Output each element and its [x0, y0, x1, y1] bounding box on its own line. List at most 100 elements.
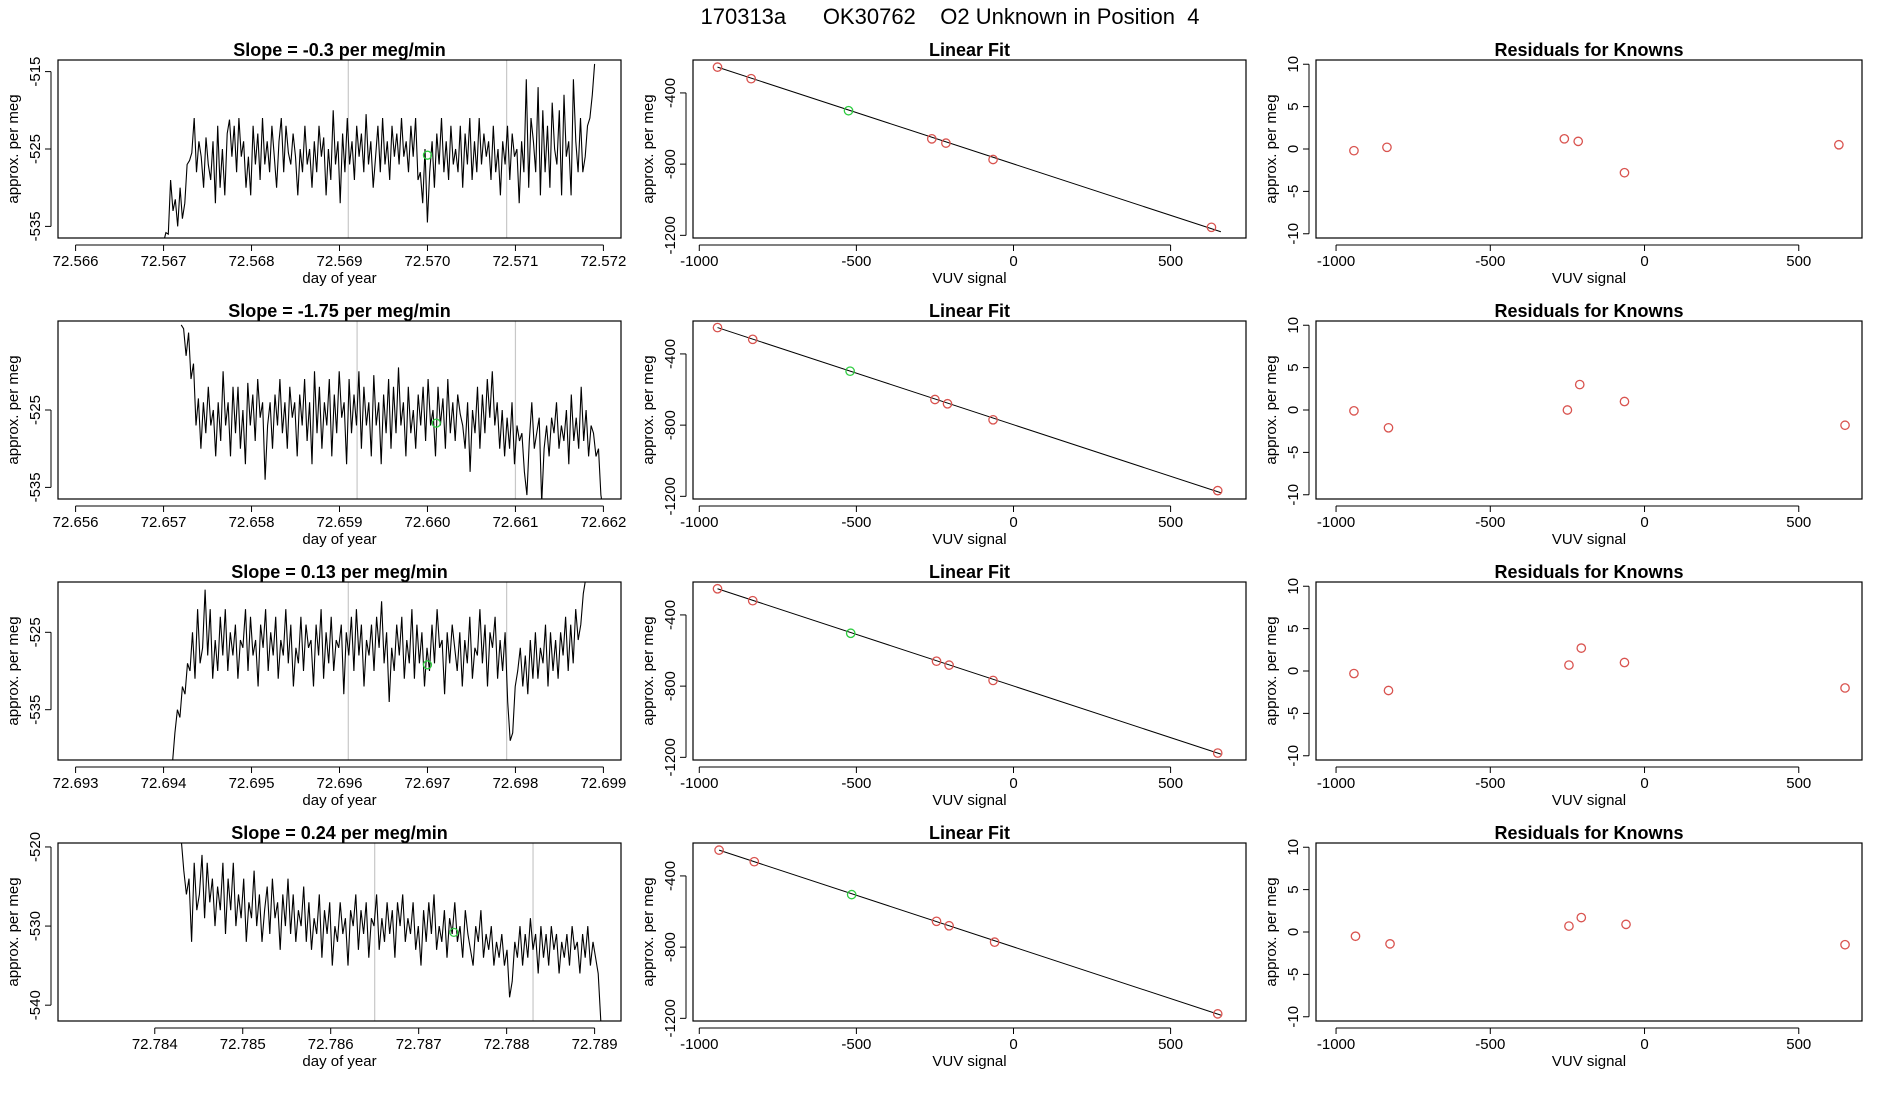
x-tick-label: -1000 — [680, 253, 718, 270]
known-point — [988, 154, 998, 165]
known-point — [714, 845, 724, 855]
y-tick-label: 0 — [1285, 406, 1302, 414]
x-axis-label: VUV signal — [932, 531, 1006, 548]
y-tick-label: -800 — [662, 149, 679, 179]
known-point — [1619, 657, 1630, 668]
x-tick-label: 0 — [1009, 514, 1017, 531]
x-tick-label: 0 — [1640, 775, 1648, 792]
y-tick-label: -400 — [662, 78, 679, 108]
panel-title: Slope = -1.75 per meg/min — [228, 301, 451, 321]
x-tick-label: 500 — [1158, 253, 1183, 270]
y-tick-label: -5 — [1285, 968, 1302, 981]
y-axis-label: approx. per meg — [640, 94, 657, 203]
x-tick-label: 0 — [1009, 1036, 1017, 1053]
known-point — [747, 595, 758, 606]
x-tick-label: 500 — [1158, 775, 1183, 792]
y-axis-label: approx. per meg — [640, 355, 657, 464]
known-point — [1212, 748, 1223, 758]
panel-title: Slope = 0.13 per meg/min — [231, 562, 448, 582]
x-tick-label: 72.659 — [317, 514, 363, 531]
plot-frame — [1315, 59, 1863, 239]
x-tick-label: 0 — [1009, 775, 1017, 792]
panel-title: Linear Fit — [929, 562, 1010, 582]
known-point — [1383, 685, 1394, 696]
x-tick-label: 72.660 — [405, 514, 451, 531]
x-tick-label: -500 — [1475, 253, 1505, 270]
chart-panel-r1-ts: Slope = -0.3 per meg/min 72.566 72.567 72.5… — [5, 40, 626, 287]
plot-frame — [692, 59, 1247, 239]
unknown-point — [845, 366, 855, 377]
chart-panel-r2-fit: Linear Fit -1000 -500 0 500 VUV signal -400 -80… — [640, 301, 1247, 548]
unknown-point — [431, 418, 441, 428]
x-axis-label: VUV signal — [932, 1053, 1006, 1070]
y-axis-label: approx. per meg — [640, 877, 657, 986]
chart-panel-r2-ts: Slope = -1.75 per meg/min 72.656 72.657 72.… — [5, 301, 626, 548]
fit-line — [717, 327, 1222, 494]
x-tick-label: 72.658 — [229, 514, 275, 531]
known-point — [749, 856, 760, 867]
x-tick-label: 0 — [1640, 253, 1648, 270]
y-tick-label: -10 — [1285, 1006, 1302, 1028]
y-tick-label: 10 — [1285, 839, 1302, 856]
known-point — [1621, 919, 1631, 930]
chart-panel-r3-res: Residuals for Knowns -1000 -500 0 500 VUV sig… — [1263, 562, 1863, 809]
x-tick-label: 72.696 — [317, 775, 363, 792]
plot-frame — [692, 581, 1247, 761]
x-tick-label: 72.697 — [405, 775, 451, 792]
y-tick-label: -800 — [662, 932, 679, 962]
known-point — [944, 660, 954, 670]
x-tick-label: 500 — [1786, 775, 1811, 792]
plot-frame — [1315, 842, 1863, 1022]
series-line — [180, 843, 602, 1021]
x-tick-label: 72.693 — [53, 775, 99, 792]
x-tick-label: -500 — [1475, 514, 1505, 531]
x-axis-label: VUV signal — [1552, 270, 1626, 287]
known-point — [1559, 133, 1570, 144]
y-axis-label: approx. per meg — [1263, 355, 1280, 464]
x-tick-label: 72.787 — [396, 1036, 442, 1053]
x-tick-label: 72.657 — [141, 514, 187, 531]
known-point — [988, 675, 998, 686]
figure-title: 170313a OK30762 O2 Unknown in Position 4 — [701, 4, 1200, 29]
x-tick-label: 72.695 — [229, 775, 275, 792]
x-axis-label: VUV signal — [932, 792, 1006, 809]
y-axis-label: approx. per meg — [1263, 616, 1280, 725]
panel-title: Residuals for Knowns — [1494, 823, 1683, 843]
known-point — [1619, 167, 1630, 178]
y-axis-label: approx. per meg — [640, 616, 657, 725]
y-tick-label: 5 — [1285, 624, 1302, 632]
x-tick-label: 72.567 — [141, 253, 187, 270]
y-tick-label: -800 — [662, 410, 679, 440]
y-tick-label: -535 — [27, 472, 44, 502]
y-tick-label: -530 — [27, 911, 44, 941]
known-point — [1619, 396, 1630, 407]
y-tick-label: -515 — [27, 57, 44, 87]
known-point — [1573, 136, 1584, 147]
x-tick-label: 72.785 — [220, 1036, 266, 1053]
x-tick-label: 72.786 — [308, 1036, 354, 1053]
y-tick-label: 5 — [1285, 102, 1302, 110]
y-tick-label: -1200 — [662, 999, 679, 1037]
x-tick-label: 72.569 — [317, 253, 363, 270]
known-point — [1383, 422, 1394, 433]
known-point — [931, 916, 942, 927]
x-tick-label: -1000 — [1317, 514, 1355, 531]
y-tick-label: -535 — [27, 211, 44, 241]
known-point — [746, 73, 756, 84]
known-point — [1350, 931, 1361, 942]
unknown-point — [422, 660, 433, 670]
known-point — [1212, 485, 1223, 496]
y-tick-label: -10 — [1285, 484, 1302, 506]
known-point — [1840, 683, 1850, 693]
known-point — [1349, 668, 1359, 679]
x-tick-label: -500 — [1475, 1036, 1505, 1053]
x-tick-label: -500 — [1475, 775, 1505, 792]
y-tick-label: -5 — [1285, 446, 1302, 459]
y-tick-label: -400 — [662, 600, 679, 630]
y-tick-label: -1200 — [662, 738, 679, 776]
known-point — [1564, 660, 1574, 670]
fit-line — [717, 66, 1222, 233]
y-tick-label: 5 — [1285, 885, 1302, 893]
series-line — [163, 63, 596, 238]
chart-panel-r3-fit: Linear Fit -1000 -500 0 500 VUV signal -400 -80… — [640, 562, 1247, 809]
